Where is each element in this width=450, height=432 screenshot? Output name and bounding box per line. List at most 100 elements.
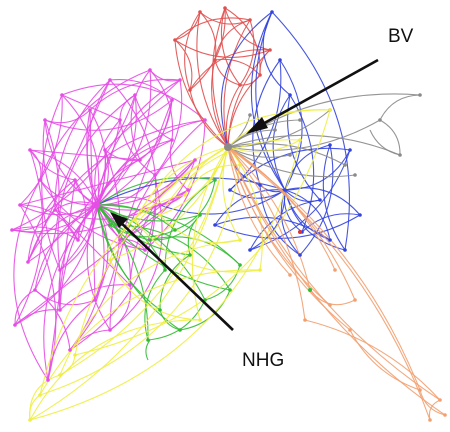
graph-node [238,83,242,87]
graph-edge [227,146,263,271]
graph-node [318,198,322,202]
graph-node [328,238,332,242]
graph-node [223,6,227,10]
graph-node [238,163,242,167]
graph-edge [227,146,356,178]
graph-node [438,398,442,402]
graph-edge [109,78,173,101]
graph-node [188,253,192,257]
graph-node [228,288,232,292]
graph-edge [29,149,42,181]
graph-node [428,418,432,422]
graph-edge [284,189,346,251]
graph-edge [259,49,271,76]
graph-node [108,223,112,227]
graph-edge [96,204,231,291]
graph-node [38,393,42,397]
graph-edge [227,146,431,421]
graph-node [108,328,112,332]
graph-edge [279,59,303,191]
graph-edge [184,11,201,91]
graph-edge [29,146,229,421]
graph-edge [164,179,216,271]
graph-edge [220,11,273,148]
graph-node [238,238,242,242]
graph-edge [27,119,121,263]
graph-edge [174,179,216,231]
graph-node [58,268,62,272]
graph-edge [27,119,206,263]
graph-node [58,373,62,377]
graph-edge [109,194,186,261]
graph-node [10,228,14,232]
graph-edge [54,209,131,286]
graph-edge [214,19,251,61]
graph-edges [11,7,446,421]
graph-edge [212,7,229,148]
graph-node [148,238,152,242]
graph-edge [96,69,152,206]
graph-node [398,153,402,157]
graph-edge [130,69,151,161]
graph-edge [144,119,206,251]
graph-edge [284,187,361,216]
graph-edge [379,94,421,121]
graph-node [158,203,162,207]
graph-node [158,308,162,312]
graph-node [73,178,77,182]
graph-node [418,93,422,97]
graph-node [213,178,217,182]
graph-edge [220,7,241,86]
graph-edge [227,146,291,276]
graph-edge [252,59,281,186]
graph-edge [204,264,241,301]
graph-node [278,58,282,62]
graph-edge [86,204,111,331]
graph-node [328,143,332,147]
graph-node [248,18,252,22]
graph-node [248,248,252,252]
graph-node [143,248,147,252]
graph-node [170,98,174,102]
graph-edge [227,134,401,156]
graph-node [270,10,274,14]
graph-edge [47,299,96,381]
graph-node [158,213,162,217]
graph-node [328,303,332,307]
graph-node [163,268,167,272]
graph-edge [39,179,98,206]
graph-edge [223,19,251,148]
graph-edge [43,204,98,381]
graph-edge [189,89,229,148]
graph-edge [14,204,98,326]
graph-node [33,288,37,292]
graph-edge [227,146,306,321]
graph-node [288,153,292,157]
graph-node [13,323,17,327]
graph-edge [96,204,241,266]
graph-edge [272,94,291,191]
graph-node [418,388,422,392]
graph-node [178,328,182,332]
graph-edge [214,214,361,239]
graph-node [198,213,202,217]
graph-node [308,288,312,292]
graph-node [333,268,337,272]
graph-node [93,298,97,302]
graph-edge [239,19,255,86]
graph-node [28,418,32,422]
graph-edge [154,79,183,176]
graph-node [228,188,232,192]
graph-edge [227,146,351,331]
graph-node [18,203,22,207]
graph-edge [74,179,98,206]
nhg-arrow [115,217,234,331]
graph-node [358,213,362,217]
graph-node [328,108,332,112]
graph-edge [74,179,87,241]
graph-node [88,108,92,112]
graph-node [173,228,177,232]
graph-edge [61,94,121,121]
graph-node [224,143,232,151]
bv-arrow [251,58,379,132]
